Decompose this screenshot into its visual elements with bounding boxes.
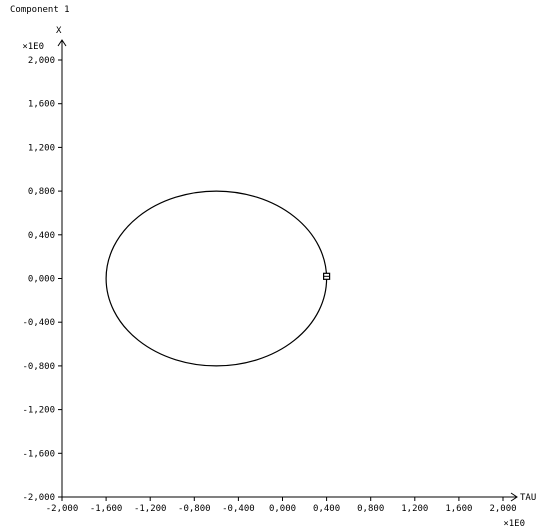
- y-tick-label: 1,600: [28, 100, 55, 110]
- x-tick-label: -1,200: [134, 504, 167, 514]
- y-axis-arrow-icon: [57, 39, 67, 47]
- x-tick-label: 0,800: [357, 504, 384, 514]
- x-axis-multiplier: ×1E0: [503, 519, 525, 529]
- trajectory-curve: [105, 190, 328, 367]
- chart-title: Component 1: [10, 5, 70, 15]
- x-tick-label: 1,200: [401, 504, 428, 514]
- y-axis-multiplier: ×1E0: [22, 42, 44, 52]
- y-tick-label: -1,200: [22, 406, 55, 416]
- x-axis-arrow-icon: [510, 492, 518, 502]
- y-axis-label: X: [56, 26, 62, 36]
- x-tick-label: 0,000: [269, 504, 296, 514]
- x-tick-label: 2,000: [489, 504, 516, 514]
- x-tick-label: 0,400: [313, 504, 340, 514]
- y-tick-label: 2,000: [28, 56, 55, 66]
- y-tick-label: -2,000: [22, 493, 55, 503]
- y-tick-label: 0,800: [28, 187, 55, 197]
- x-tick-label: -1,600: [90, 504, 123, 514]
- y-tick-label: -0,800: [22, 362, 55, 372]
- x-tick-label: -2,000: [46, 504, 79, 514]
- y-tick-label: 0,000: [28, 275, 55, 285]
- x-tick-label: -0,400: [222, 504, 255, 514]
- x-tick-label: 1,600: [445, 504, 472, 514]
- y-tick-label: -1,600: [22, 449, 55, 459]
- y-tick-label: 1,200: [28, 143, 55, 153]
- y-tick-label: 0,400: [28, 231, 55, 241]
- x-axis-label: TAU: [520, 493, 536, 503]
- y-tick-label: -0,400: [22, 318, 55, 328]
- x-tick-label: -0,800: [178, 504, 211, 514]
